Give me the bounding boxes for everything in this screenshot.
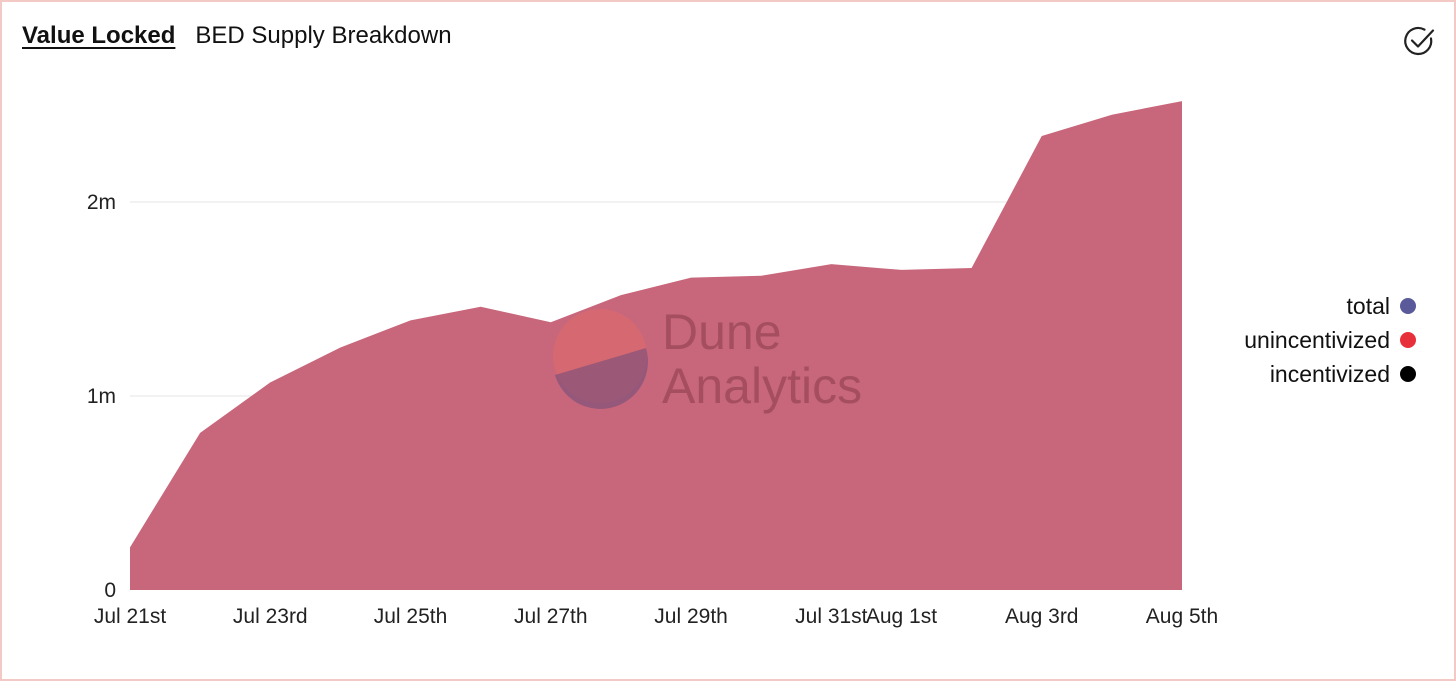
tab-bed-supply-breakdown[interactable]: BED Supply Breakdown (195, 22, 452, 49)
y-tick-label: 0 (104, 579, 116, 602)
tab-bar: Value Locked BED Supply Breakdown (22, 20, 452, 52)
area-series-total[interactable] (130, 101, 1182, 591)
data-point[interactable] (827, 260, 835, 268)
data-point[interactable] (407, 316, 415, 324)
y-axis: 0 1m 2m (87, 191, 116, 602)
data-point[interactable] (897, 266, 905, 274)
legend-label: unincentivized (1244, 327, 1390, 353)
x-tick-label: Jul 27th (514, 605, 588, 628)
legend-item-unincentivized[interactable]: unincentivized (1244, 326, 1416, 354)
x-tick-label: Aug 5th (1146, 605, 1218, 628)
legend-item-incentivized[interactable]: incentivized (1270, 360, 1416, 388)
data-point[interactable] (1108, 111, 1116, 119)
data-point[interactable] (1178, 97, 1186, 105)
x-tick-label: Jul 21st (94, 605, 167, 628)
legend-dot-icon (1400, 366, 1416, 382)
x-tick-label: Jul 31st (795, 605, 868, 628)
data-point[interactable] (757, 272, 765, 280)
x-tick-label: Jul 23rd (233, 605, 308, 628)
data-point[interactable] (196, 429, 204, 437)
x-tick-label: Jul 29th (654, 605, 728, 628)
watermark-line2: Analytics (662, 358, 862, 414)
legend-item-total[interactable]: total (1347, 292, 1416, 320)
legend-dot-icon (1400, 332, 1416, 348)
data-point[interactable] (266, 378, 274, 386)
data-point[interactable] (547, 318, 555, 326)
data-point[interactable] (126, 543, 134, 551)
legend: total unincentivized incentivized (1244, 292, 1416, 388)
y-tick-label: 1m (87, 385, 116, 408)
data-point[interactable] (968, 264, 976, 272)
watermark-logo-shade (555, 348, 648, 409)
data-point[interactable] (617, 291, 625, 299)
y-tick-label: 2m (87, 191, 116, 214)
x-axis: Jul 21st Jul 23rd Jul 25th Jul 27th Jul 29th… (94, 605, 1218, 628)
legend-dot-icon (1400, 298, 1416, 314)
dune-analytics-watermark: Dune Analytics (553, 304, 862, 414)
tab-value-locked[interactable]: Value Locked (22, 22, 176, 49)
watermark-line1: Dune (662, 304, 782, 360)
legend-label: incentivized (1269, 361, 1390, 387)
x-tick-label: Aug 3rd (1005, 605, 1079, 628)
data-point[interactable] (1038, 132, 1046, 140)
data-point[interactable] (477, 303, 485, 311)
data-point[interactable] (336, 344, 344, 352)
data-point[interactable] (687, 274, 695, 282)
legend-label: total (1346, 293, 1390, 319)
x-tick-label: Jul 25th (374, 605, 448, 628)
x-tick-label: Aug 1st (866, 605, 937, 628)
area-series-layer (126, 97, 1186, 591)
check-circle-icon[interactable] (1402, 24, 1436, 58)
